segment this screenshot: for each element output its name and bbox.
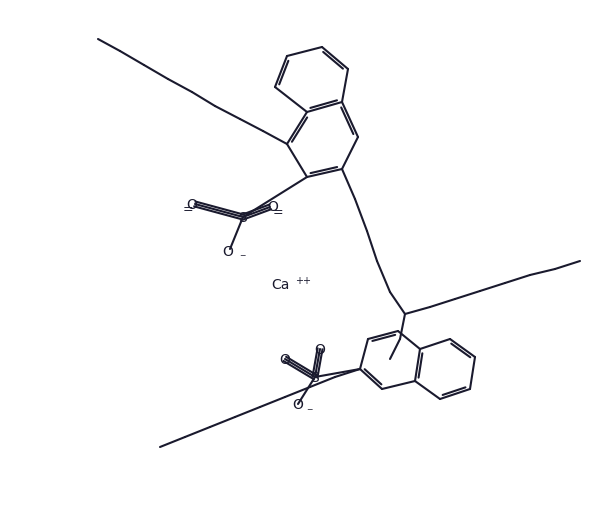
Text: O: O: [280, 352, 290, 366]
Text: =: =: [183, 203, 193, 216]
Text: O: O: [187, 197, 198, 212]
Text: S: S: [239, 211, 248, 225]
Text: $^-$: $^-$: [305, 406, 314, 416]
Text: =: =: [273, 206, 283, 219]
Text: O: O: [315, 342, 325, 357]
Text: ++: ++: [295, 275, 311, 285]
Text: S: S: [311, 370, 320, 384]
Text: O: O: [223, 244, 233, 259]
Text: $^-$: $^-$: [238, 252, 248, 263]
Text: Ca: Ca: [271, 277, 289, 291]
Text: O: O: [293, 397, 303, 411]
Text: O: O: [268, 199, 278, 214]
